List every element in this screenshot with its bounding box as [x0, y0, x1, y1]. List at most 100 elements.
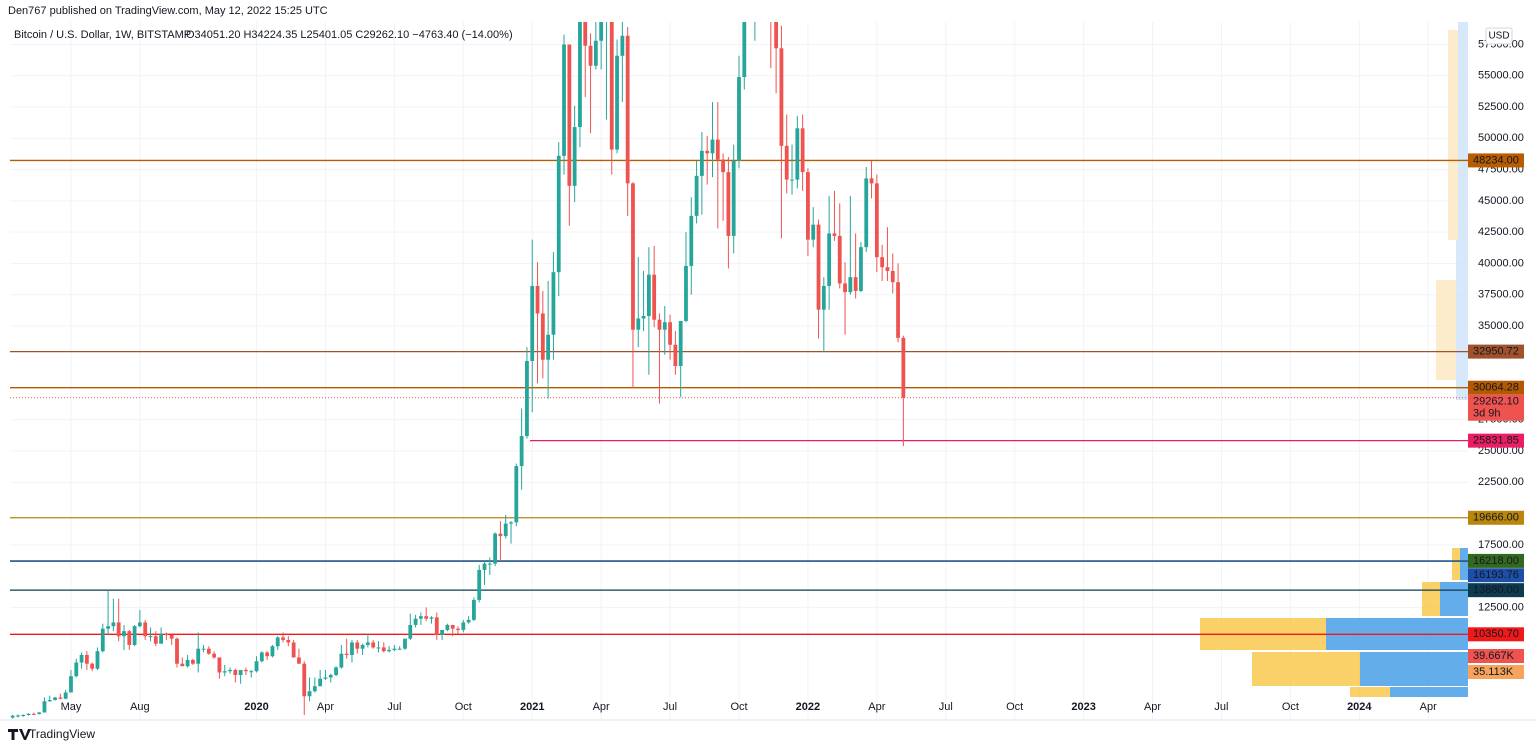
price-label-bg: [1468, 510, 1524, 525]
candle-body: [615, 55, 619, 150]
x-tick-label: Jul: [663, 701, 677, 713]
candle-body: [811, 224, 816, 240]
candle-body: [106, 626, 110, 629]
y-tick-label: 25000.00: [1478, 445, 1524, 457]
candle-body: [175, 638, 179, 664]
candle-body: [339, 653, 344, 668]
candle-body: [159, 633, 164, 644]
candle-body: [684, 265, 688, 321]
candle-body: [731, 160, 736, 236]
candle-body: [837, 235, 842, 284]
price-label: 39.667K: [1473, 650, 1515, 662]
candle-body: [63, 692, 68, 699]
price-label-bg: [1468, 153, 1524, 168]
candle-body: [874, 183, 879, 258]
candle-body: [137, 622, 142, 627]
price-label: 48234.00: [1473, 154, 1519, 166]
x-tick-label: Oct: [1006, 701, 1023, 713]
candle-body: [376, 647, 381, 649]
vp-bar: [1252, 652, 1360, 686]
candle-body: [774, 22, 779, 49]
y-tick-label: 55000.00: [1478, 70, 1524, 82]
x-tick-label: 2022: [796, 701, 820, 713]
candle-body: [636, 318, 641, 330]
candle-body: [10, 715, 15, 718]
candle-body: [546, 334, 551, 360]
currency-box[interactable]: [1485, 27, 1513, 45]
vp-bar: [1436, 280, 1456, 380]
price-label-bg: [1468, 649, 1524, 663]
candles: [10, 22, 906, 719]
candle-body: [127, 631, 132, 645]
candle-body: [848, 277, 853, 293]
y-tick-label: 52500.00: [1478, 101, 1524, 113]
candle-body: [408, 624, 413, 639]
volume-profile: [1200, 22, 1468, 697]
candle-body: [461, 622, 466, 630]
price-label: 30064.28: [1473, 382, 1519, 394]
candle-body: [31, 713, 36, 715]
candle-body: [790, 179, 794, 181]
candle-body: [95, 651, 100, 669]
candle-body: [715, 139, 720, 160]
candle-body: [418, 616, 423, 619]
candle-body: [249, 671, 254, 673]
candle-body: [397, 648, 402, 650]
candle-body: [37, 712, 42, 714]
y-tick-label: 45000.00: [1478, 195, 1524, 207]
price-label: 25831.85: [1473, 435, 1519, 447]
candle-body: [228, 669, 232, 672]
candle-body: [244, 669, 248, 672]
price-label-bg: [1468, 627, 1524, 642]
x-tick-label: 2021: [520, 701, 544, 713]
candle-body: [297, 657, 301, 664]
candle-body: [869, 178, 874, 184]
y-tick-label: 35000.00: [1478, 320, 1524, 332]
candle-body: [493, 533, 498, 564]
candle-body: [737, 77, 741, 161]
x-tick-label: Oct: [730, 701, 747, 713]
y-tick-label: 37500.00: [1478, 289, 1524, 301]
candle-body: [233, 669, 238, 675]
x-tick-label: 2020: [244, 701, 268, 713]
logo: [8, 729, 31, 740]
candle-body: [599, 22, 604, 41]
candle-body: [318, 678, 323, 687]
price-label: 32950.72: [1473, 346, 1519, 358]
candle-body: [806, 172, 810, 240]
x-tick-label: Oct: [455, 701, 472, 713]
candle-body: [562, 44, 566, 156]
candle-body: [864, 178, 869, 248]
candle-body: [42, 701, 47, 713]
candle-body: [477, 569, 482, 600]
candle-body: [153, 636, 158, 644]
x-tick-label: Jul: [1214, 701, 1228, 713]
currency[interactable]: USD: [1488, 31, 1509, 42]
candle-body: [466, 619, 471, 623]
candle-body: [185, 659, 190, 667]
candle-body: [84, 654, 89, 664]
candle-body: [212, 653, 217, 658]
candle-body: [652, 274, 657, 320]
candle-body: [302, 663, 307, 697]
candle-body: [74, 662, 79, 677]
candle-body: [286, 639, 291, 643]
candle-body: [392, 648, 397, 650]
candle-body: [620, 35, 625, 56]
chart-title: Bitcoin / U.S. Dollar, 1W, BITSTAMP: [14, 29, 191, 41]
y-tick-label: 12500.00: [1478, 601, 1524, 613]
candle-body: [238, 669, 243, 675]
candle-body: [551, 272, 556, 335]
candle-body: [445, 624, 450, 630]
countdown: 3d 9h: [1473, 408, 1501, 420]
candle-body: [254, 661, 259, 672]
candle-body: [498, 533, 503, 537]
candle-body: [371, 642, 376, 648]
candle-body: [609, 22, 614, 150]
vp-bar: [1456, 240, 1468, 400]
candle-body: [668, 322, 672, 345]
candle-body: [832, 233, 837, 236]
x-tick-label: May: [61, 701, 82, 713]
candle-body: [593, 40, 598, 66]
